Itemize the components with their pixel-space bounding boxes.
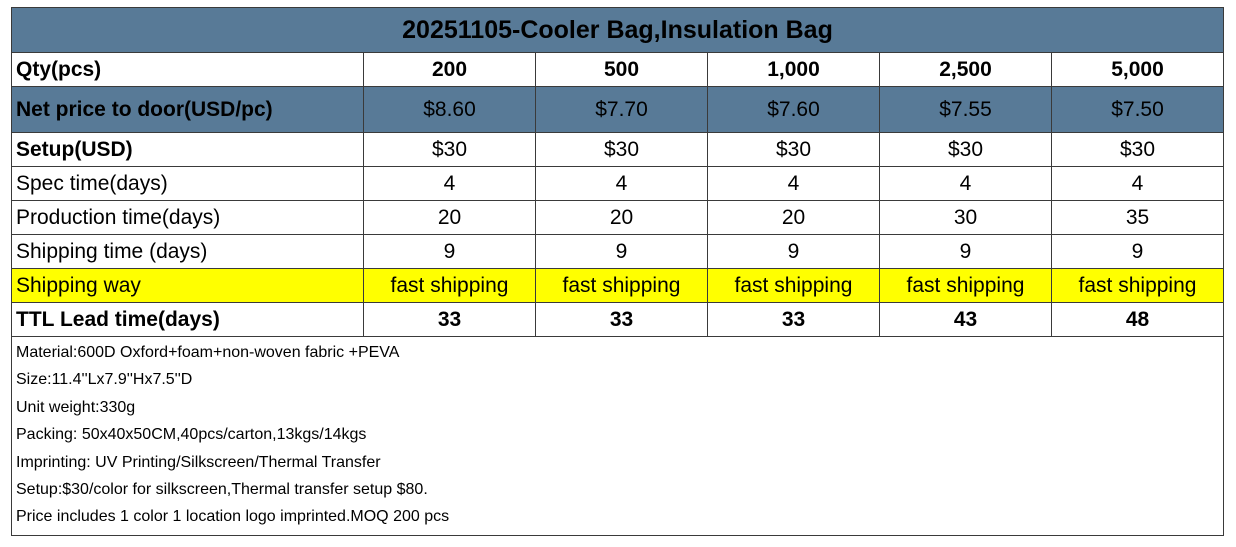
cell: $7.50 <box>1050 86 1225 133</box>
cell: fast shipping <box>879 268 1052 303</box>
table-row: TTL Lead time(days) 33 33 33 43 48 <box>11 302 1225 337</box>
cell: 20 <box>535 200 708 235</box>
row-label: Net price to door(USD/pc) <box>11 86 364 133</box>
cell: 9 <box>535 234 708 269</box>
note-line: Material:600D Oxford+foam+non-woven fabr… <box>16 344 400 361</box>
cell: 20 <box>363 200 536 235</box>
row-label: Spec time(days) <box>11 166 364 201</box>
cell: 2,500 <box>879 52 1052 87</box>
cell: 9 <box>879 234 1052 269</box>
table-row: Qty(pcs) 200 500 1,000 2,500 5,000 <box>11 52 1225 87</box>
note-line: Setup:$30/color for silkscreen,Thermal t… <box>16 480 428 498</box>
cell: 35 <box>1050 200 1225 235</box>
cell: $30 <box>535 132 708 167</box>
note-line: Imprinting: UV Printing/Silkscreen/Therm… <box>16 453 381 471</box>
cell: 500 <box>535 52 708 87</box>
cell: 43 <box>879 302 1052 337</box>
table-row: Production time(days) 20 20 20 30 35 <box>11 200 1225 235</box>
cell: 200 <box>363 52 536 87</box>
cell: fast shipping <box>535 268 708 303</box>
cell: fast shipping <box>1050 268 1225 303</box>
cell: 9 <box>363 234 536 269</box>
cell: 9 <box>707 234 880 269</box>
row-label: TTL Lead time(days) <box>11 302 364 337</box>
row-label: Shipping way <box>11 268 364 303</box>
cell: 5,000 <box>1050 52 1225 87</box>
table-row: Shipping time (days) 9 9 9 9 9 <box>11 234 1225 269</box>
row-label: Shipping time (days) <box>11 234 364 269</box>
note-line: Price includes 1 color 1 location logo i… <box>16 508 450 526</box>
title-row: 20251105-Cooler Bag,Insulation Bag <box>10 7 1225 53</box>
cell: 20 <box>707 200 880 235</box>
cell: 4 <box>535 166 708 201</box>
cell: $7.55 <box>879 86 1052 133</box>
cell: $8.60 <box>363 86 536 133</box>
row-label: Qty(pcs) <box>11 52 364 87</box>
cell: $30 <box>363 132 536 167</box>
note-line: Size:11.4''Lx7.9''Hx7.5''D <box>16 371 193 389</box>
cell: $30 <box>1050 132 1225 167</box>
cell: 4 <box>879 166 1052 201</box>
notes-row: Material:600D Oxford+foam+non-woven fabr… <box>10 336 1225 536</box>
table-title: 20251105-Cooler Bag,Insulation Bag <box>10 7 1225 53</box>
note-line: Packing: 50x40x50CM,40pcs/carton,13kgs/1… <box>16 426 367 444</box>
cell: fast shipping <box>363 268 536 303</box>
cell: $7.60 <box>707 86 880 133</box>
cell: 33 <box>535 302 708 337</box>
cell: $30 <box>879 132 1052 167</box>
quote-table: 20251105-Cooler Bag,Insulation Bag Qty(p… <box>10 7 1225 536</box>
cell: $30 <box>707 132 880 167</box>
cell: 9 <box>1050 234 1225 269</box>
cell: 4 <box>363 166 536 201</box>
table-row: Shipping way fast shipping fast shipping fa… <box>11 268 1225 303</box>
table-row: Net price to door(USD/pc) $8.60 $7.70 $7.60… <box>11 86 1225 133</box>
row-label: Production time(days) <box>11 200 364 235</box>
cell: 4 <box>1050 166 1225 201</box>
table-body: 20251105-Cooler Bag,Insulation Bag Qty(p… <box>10 7 1225 536</box>
notes: Material:600D Oxford+foam+non-woven fabr… <box>10 336 1225 536</box>
row-label: Setup(USD) <box>11 132 364 167</box>
cell: $7.70 <box>535 86 708 133</box>
cell: 33 <box>707 302 880 337</box>
table-row: Setup(USD) $30 $30 $30 $30 $30 <box>11 132 1225 167</box>
cell: 1,000 <box>707 52 880 87</box>
cell: 4 <box>707 166 880 201</box>
cell: 48 <box>1050 302 1225 337</box>
table-row: Spec time(days) 4 4 4 4 4 <box>11 166 1225 201</box>
cell: 30 <box>879 200 1052 235</box>
note-line: Unit weight:330g <box>16 398 136 416</box>
cell: fast shipping <box>707 268 880 303</box>
cell: 33 <box>363 302 536 337</box>
